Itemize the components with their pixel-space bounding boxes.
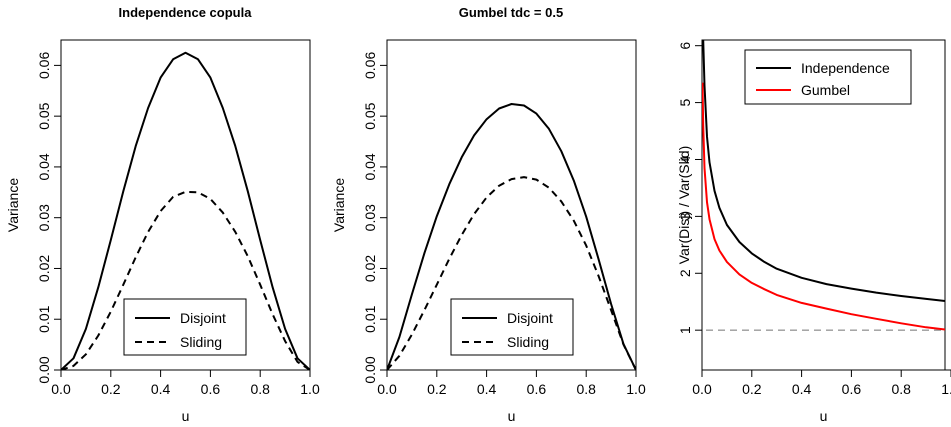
chart-title: Gumbel tdc = 0.5 — [459, 5, 563, 20]
y-axis-label: Variance — [5, 178, 21, 232]
series-group — [387, 103, 636, 370]
y-tick-label: 0.05 — [362, 102, 378, 129]
y-tick-label: 0.00 — [362, 356, 378, 383]
legend: Independence Gumbel — [744, 49, 912, 105]
x-tick-label: 0.4 — [151, 381, 171, 397]
x-tick-label: 0.2 — [742, 381, 762, 397]
y-tick-label: 0.03 — [36, 204, 52, 231]
legend-box — [744, 49, 912, 105]
x-tick-label: 0.2 — [427, 381, 447, 397]
y-axis-label: Var(Disj) / Var(Slid) — [676, 146, 692, 265]
x-tick-label: 1.0 — [300, 381, 320, 397]
x-tick-label: 0.4 — [477, 381, 497, 397]
legend-label: Sliding — [180, 334, 222, 350]
x-tick-label: 0.6 — [201, 381, 221, 397]
x-tick-label: 0.2 — [101, 381, 121, 397]
series-line-sliding — [61, 190, 310, 370]
legend-label: Sliding — [507, 334, 549, 350]
series-line-independence — [702, 40, 945, 303]
y-tick-label: 2 — [677, 269, 693, 277]
legend-label: Disjoint — [180, 310, 226, 326]
x-tick-label: 0.8 — [250, 381, 270, 397]
panel-3: 0.0 0.2 0.4 0.6 0.8 1.0 1 2 3 4 5 6 u Var(Disj) / Var… — [676, 39, 951, 424]
x-tick-label: 1.0 — [941, 381, 951, 397]
x-tick-label: 0.6 — [842, 381, 862, 397]
x-tick-label: 0.4 — [792, 381, 812, 397]
y-tick-label: 0.06 — [362, 52, 378, 79]
x-tick-label: 0.8 — [576, 381, 596, 397]
y-tick-label: 0.06 — [36, 52, 52, 79]
y-tick-label: 0.00 — [36, 356, 52, 383]
legend-box — [123, 298, 247, 356]
y-tick-label: 0.01 — [36, 305, 52, 332]
y-tick-label: 0.02 — [36, 255, 52, 282]
x-axis-label: u — [182, 408, 190, 424]
x-axis-label: u — [820, 408, 828, 424]
x-tick-label: 0.0 — [51, 381, 71, 397]
y-tick-label: 0.04 — [36, 153, 52, 180]
series-group — [61, 51, 310, 370]
y-tick-label: 0.04 — [362, 153, 378, 180]
y-tick-label: 1 — [677, 326, 693, 334]
x-tick-label: 0.0 — [692, 381, 712, 397]
y-tick-label: 0.02 — [362, 255, 378, 282]
chart-title: Independence copula — [119, 5, 253, 20]
series-line-disjoint — [61, 51, 310, 370]
y-tick-label: 0.05 — [36, 102, 52, 129]
y-tick-label: 4 — [677, 155, 693, 163]
y-tick-label: 0.01 — [362, 305, 378, 332]
panel-2: Gumbel tdc = 0.5 0.0 0.2 0.4 0.6 0.8 1.0 0.00 0.… — [331, 5, 646, 424]
legend-label: Gumbel — [801, 82, 850, 98]
x-tick-label: 0.8 — [891, 381, 911, 397]
legend-label: Independence — [801, 60, 890, 76]
x-tick-label: 1.0 — [626, 381, 646, 397]
panel-1: Independence copula 0.0 0.2 0.4 0.6 0.8 1.0 0.0… — [5, 5, 320, 424]
series-group — [702, 40, 945, 331]
series-line-gumbel — [702, 82, 945, 331]
legend: Disjoint Sliding — [450, 298, 574, 356]
x-axis-label: u — [508, 408, 516, 424]
legend-box — [450, 298, 574, 356]
y-tick-label: 6 — [677, 42, 693, 50]
x-tick-label: 0.6 — [527, 381, 547, 397]
y-tick-label: 3 — [677, 212, 693, 220]
y-tick-label: 0.03 — [362, 204, 378, 231]
legend-label: Disjoint — [507, 310, 553, 326]
series-line-sliding — [387, 176, 636, 370]
x-tick-label: 0.0 — [377, 381, 397, 397]
legend: Disjoint Sliding — [123, 298, 247, 356]
y-axis-label: Variance — [331, 178, 347, 232]
y-tick-label: 5 — [677, 98, 693, 106]
series-line-disjoint — [387, 103, 636, 370]
